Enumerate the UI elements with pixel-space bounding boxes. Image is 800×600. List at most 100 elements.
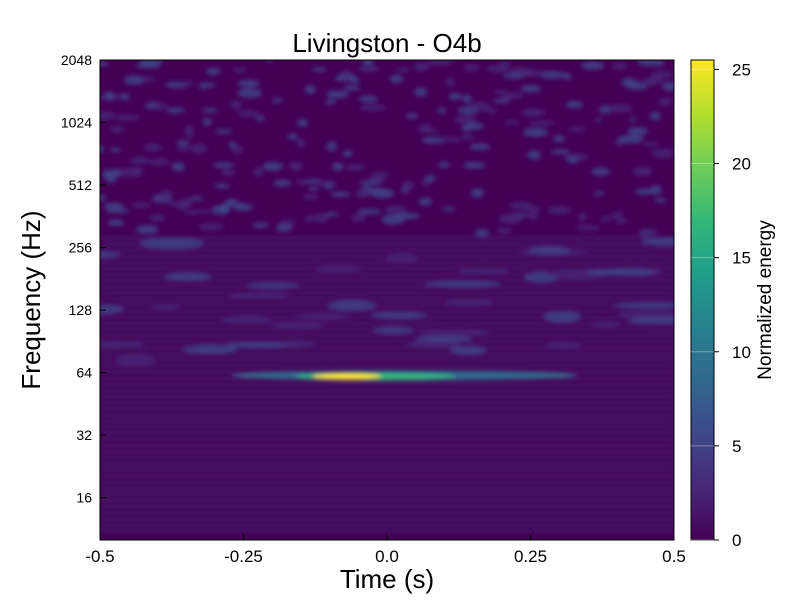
noise-blob bbox=[308, 186, 319, 191]
noise-blob bbox=[106, 209, 130, 214]
noise-blob bbox=[189, 196, 204, 201]
noise-blob bbox=[612, 302, 674, 309]
noise-blob bbox=[618, 134, 644, 144]
noise-blob bbox=[135, 63, 161, 69]
noise-blob bbox=[450, 345, 487, 356]
noise-stripe bbox=[100, 529, 674, 533]
y-tick-label: 32 bbox=[76, 427, 92, 443]
noise-blob bbox=[163, 272, 212, 282]
noise-blob bbox=[237, 79, 261, 88]
colorbar-tick-label: 20 bbox=[732, 155, 751, 174]
noise-blob bbox=[641, 236, 674, 247]
chirp-peak bbox=[312, 373, 381, 380]
colorbar bbox=[690, 59, 715, 541]
noise-stripe bbox=[100, 309, 674, 313]
noise-blob bbox=[362, 60, 374, 66]
noise-blob bbox=[345, 164, 361, 171]
noise-blob bbox=[114, 114, 140, 121]
noise-blob bbox=[657, 97, 673, 106]
noise-blob bbox=[457, 267, 510, 275]
noise-blob bbox=[625, 81, 649, 91]
noise-blob bbox=[130, 156, 149, 165]
noise-blob bbox=[171, 162, 185, 172]
noise-blob bbox=[470, 188, 485, 198]
noise-blob bbox=[275, 224, 292, 232]
noise-stripe bbox=[100, 419, 674, 423]
noise-blob bbox=[135, 225, 159, 235]
y-tick-label: 64 bbox=[76, 365, 92, 381]
noise-blob bbox=[343, 85, 360, 91]
noise-blob bbox=[402, 180, 415, 190]
noise-stripe bbox=[100, 395, 674, 398]
noise-blob bbox=[463, 161, 486, 169]
noise-blob bbox=[109, 147, 122, 152]
y-tick-label: 16 bbox=[76, 490, 92, 506]
noise-stripe bbox=[100, 523, 674, 527]
noise-blob bbox=[358, 65, 380, 73]
noise-blob bbox=[198, 82, 216, 88]
noise-blob bbox=[370, 311, 427, 320]
noise-blob bbox=[437, 107, 447, 114]
noise-blob bbox=[406, 341, 461, 349]
y-axis: 16 32 64 128 256 512 1024 2048 bbox=[61, 52, 106, 506]
noise-blob bbox=[522, 127, 549, 137]
y-tick-label: 2048 bbox=[61, 52, 92, 68]
noise-blob bbox=[539, 70, 565, 79]
noise-blob bbox=[359, 180, 381, 185]
y-tick-label: 1024 bbox=[61, 115, 92, 131]
noise-blob bbox=[474, 228, 490, 237]
noise-blob bbox=[273, 179, 292, 187]
noise-blob bbox=[566, 156, 579, 164]
noise-blob bbox=[295, 138, 306, 148]
noise-blob bbox=[233, 67, 247, 73]
noise-stripe bbox=[100, 291, 674, 295]
noise-blob bbox=[643, 141, 659, 147]
noise-blob bbox=[143, 76, 156, 83]
noise-blob bbox=[504, 120, 519, 125]
noise-blob bbox=[419, 329, 490, 336]
colorbar-tick-label: 0 bbox=[732, 531, 741, 550]
noise-stripe bbox=[100, 462, 674, 465]
noise-blob bbox=[527, 150, 542, 160]
noise-blob bbox=[123, 75, 145, 85]
noise-blob bbox=[138, 237, 205, 250]
noise-blob bbox=[100, 61, 109, 67]
x-axis: -0.5 -0.25 0.0 0.25 0.5 bbox=[85, 534, 686, 566]
noise-blob bbox=[119, 93, 130, 101]
noise-stripe bbox=[100, 431, 674, 435]
noise-blob bbox=[100, 144, 105, 153]
noise-blob bbox=[326, 300, 377, 311]
heatmap-area bbox=[100, 60, 674, 540]
noise-stripe bbox=[100, 413, 674, 417]
x-tick-label: -0.5 bbox=[85, 547, 114, 566]
noise-blob bbox=[424, 175, 436, 181]
noise-blob bbox=[520, 84, 541, 93]
noise-stripe bbox=[100, 401, 674, 404]
noise-blob bbox=[177, 144, 191, 152]
noise-blob bbox=[166, 107, 186, 114]
noise-blob bbox=[441, 206, 456, 212]
noise-blob bbox=[580, 61, 605, 70]
noise-blob bbox=[438, 161, 450, 168]
noise-blob bbox=[296, 179, 307, 186]
noise-blob bbox=[305, 214, 314, 223]
noise-stripe bbox=[100, 358, 674, 362]
noise-blob bbox=[498, 213, 523, 224]
noise-blob bbox=[389, 74, 404, 84]
noise-blob bbox=[562, 72, 572, 80]
noise-blob bbox=[599, 105, 612, 114]
noise-stripe bbox=[100, 444, 674, 447]
noise-blob bbox=[221, 169, 236, 177]
noise-blob bbox=[418, 123, 431, 131]
noise-stripe bbox=[100, 468, 674, 472]
noise-blob bbox=[180, 81, 196, 86]
noise-blob bbox=[600, 215, 612, 222]
noise-blob bbox=[350, 213, 367, 222]
noise-blob bbox=[649, 111, 661, 121]
noise-stripe bbox=[100, 389, 674, 392]
noise-blob bbox=[463, 64, 480, 72]
noise-stripe bbox=[100, 474, 674, 478]
noise-blob bbox=[427, 60, 453, 66]
x-tick-label: 0.25 bbox=[514, 547, 547, 566]
y-tick-label: 128 bbox=[69, 302, 93, 318]
